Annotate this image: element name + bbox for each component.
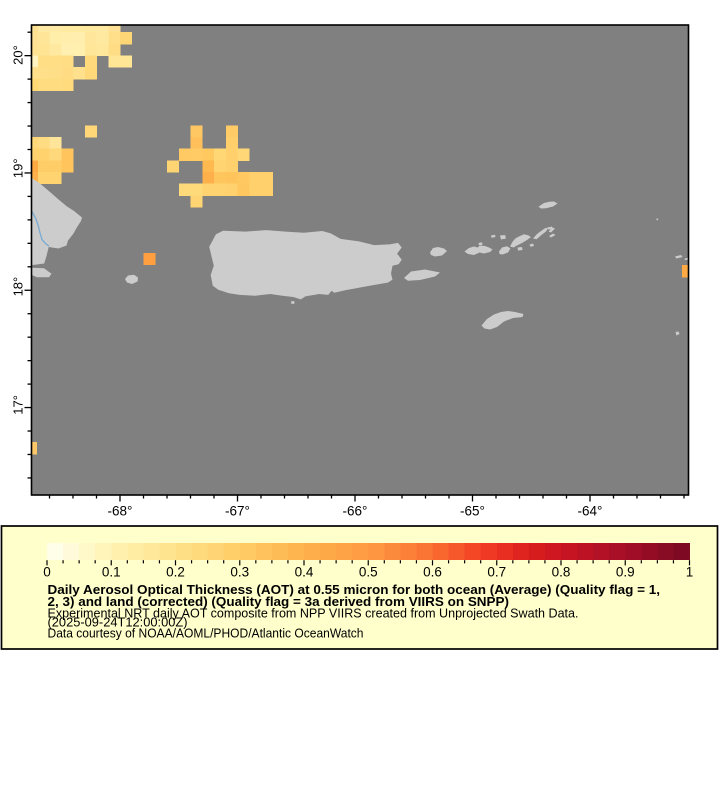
svg-text:19°: 19° (11, 158, 26, 178)
svg-text:-68°: -68° (108, 504, 133, 519)
svg-text:0.1: 0.1 (102, 565, 121, 580)
svg-text:-65°: -65° (460, 504, 485, 519)
svg-text:17°: 17° (11, 395, 26, 415)
svg-text:0.2: 0.2 (166, 565, 185, 580)
svg-text:-64°: -64° (578, 504, 603, 519)
svg-text:20°: 20° (11, 45, 26, 65)
svg-text:-66°: -66° (343, 504, 368, 519)
svg-text:(2025-09-24T12:00:00Z): (2025-09-24T12:00:00Z) (48, 615, 188, 630)
svg-text:Data courtesy of NOAA/AOML/PHO: Data courtesy of NOAA/AOML/PHOD/Atlantic… (48, 626, 364, 641)
svg-text:0: 0 (43, 565, 51, 580)
svg-text:1: 1 (686, 565, 694, 580)
svg-text:Daily Aerosol Optical Thicknes: Daily Aerosol Optical Thickness (AOT) at… (48, 582, 661, 597)
svg-text:0.8: 0.8 (552, 565, 571, 580)
svg-text:0.9: 0.9 (616, 565, 635, 580)
svg-text:0.4: 0.4 (295, 565, 314, 580)
svg-text:0.6: 0.6 (423, 565, 442, 580)
svg-text:0.3: 0.3 (230, 565, 249, 580)
svg-text:0.7: 0.7 (487, 565, 506, 580)
svg-text:Experimental NRT daily AOT com: Experimental NRT daily AOT composite fro… (48, 605, 579, 620)
svg-text:2, 3) and land (corrected) (Qu: 2, 3) and land (corrected) (Quality flag… (48, 594, 510, 609)
svg-text:18°: 18° (11, 277, 26, 297)
svg-text:0.5: 0.5 (359, 565, 378, 580)
svg-text:-67°: -67° (225, 504, 250, 519)
